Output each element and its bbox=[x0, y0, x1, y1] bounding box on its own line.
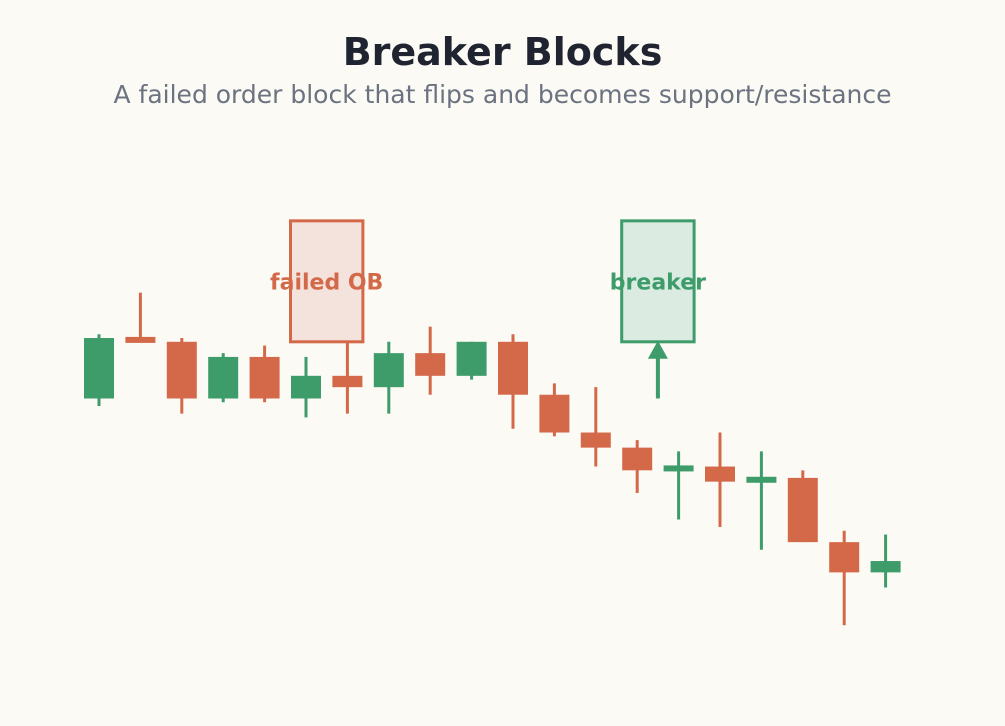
zone-label: breaker bbox=[610, 270, 706, 295]
zone-label: failed OB bbox=[270, 270, 383, 295]
candle-body bbox=[84, 338, 114, 399]
candle-body bbox=[166, 341, 197, 399]
candle-body bbox=[829, 542, 860, 573]
flip-arrow-head bbox=[647, 340, 668, 359]
candle-body bbox=[746, 476, 777, 483]
chart-title: Breaker Blocks bbox=[342, 30, 663, 74]
candle-body bbox=[622, 447, 653, 471]
zone-box bbox=[620, 219, 696, 344]
candle-body bbox=[332, 375, 363, 388]
candle-body bbox=[539, 394, 570, 433]
candle-body bbox=[415, 353, 446, 376]
candle-body bbox=[125, 336, 156, 343]
candle-body bbox=[663, 465, 694, 472]
candle-body bbox=[705, 466, 735, 482]
candle-body bbox=[291, 375, 321, 399]
candle-body bbox=[870, 561, 901, 573]
candle-body bbox=[787, 477, 818, 543]
candle-body bbox=[580, 432, 611, 448]
candle-body bbox=[373, 353, 404, 388]
candle-body bbox=[498, 341, 528, 395]
candle-body bbox=[249, 356, 280, 399]
candle-body bbox=[208, 356, 239, 399]
chart-subtitle: A failed order block that flips and beco… bbox=[113, 80, 892, 109]
zone-box bbox=[289, 219, 365, 344]
candle-body bbox=[456, 341, 487, 376]
